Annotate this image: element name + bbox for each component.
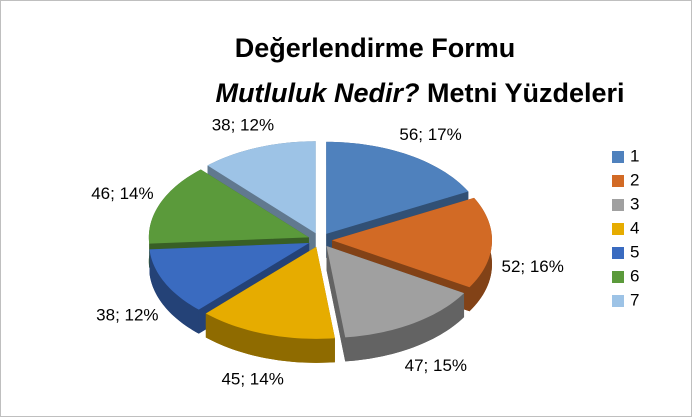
chart-subtitle: Mutluluk Nedir? Metni Yüzdeleri	[215, 78, 624, 108]
legend-swatch	[612, 295, 624, 307]
data-label: 38; 12%	[96, 305, 158, 324]
legend-label: 4	[630, 218, 639, 237]
legend-swatch	[612, 151, 624, 163]
slice-wall	[345, 293, 465, 362]
slice	[326, 141, 469, 234]
data-label: 38; 12%	[212, 115, 274, 134]
legend-label: 2	[630, 170, 639, 189]
subtitle-rest: Metni Yüzdeleri	[427, 78, 625, 108]
chart-title: Değerlendirme Formu	[235, 33, 516, 63]
slice	[207, 141, 316, 234]
slice	[149, 243, 310, 310]
data-label: 47; 15%	[405, 356, 467, 375]
legend-swatch	[612, 247, 624, 259]
slice-wall	[205, 313, 335, 363]
data-label: 46; 14%	[91, 184, 153, 203]
legend-swatch	[612, 199, 624, 211]
data-label: 56; 17%	[399, 125, 461, 144]
legend-label: 6	[630, 266, 639, 285]
legend-label: 7	[630, 290, 639, 309]
slice	[326, 246, 465, 338]
slice	[331, 197, 492, 288]
legend-label: 1	[630, 146, 639, 165]
legend-swatch	[612, 175, 624, 187]
data-label: 52; 16%	[502, 257, 564, 276]
legend-label: 5	[630, 242, 639, 261]
legend-label: 3	[630, 194, 639, 213]
legend-swatch	[612, 223, 624, 235]
data-label: 45; 14%	[221, 370, 283, 389]
legend-swatch	[612, 271, 624, 283]
slice	[148, 169, 309, 244]
slice-wall	[149, 249, 199, 334]
slice	[205, 246, 335, 339]
subtitle-italic: Mutluluk Nedir?	[215, 78, 419, 108]
slice-side	[326, 246, 346, 362]
